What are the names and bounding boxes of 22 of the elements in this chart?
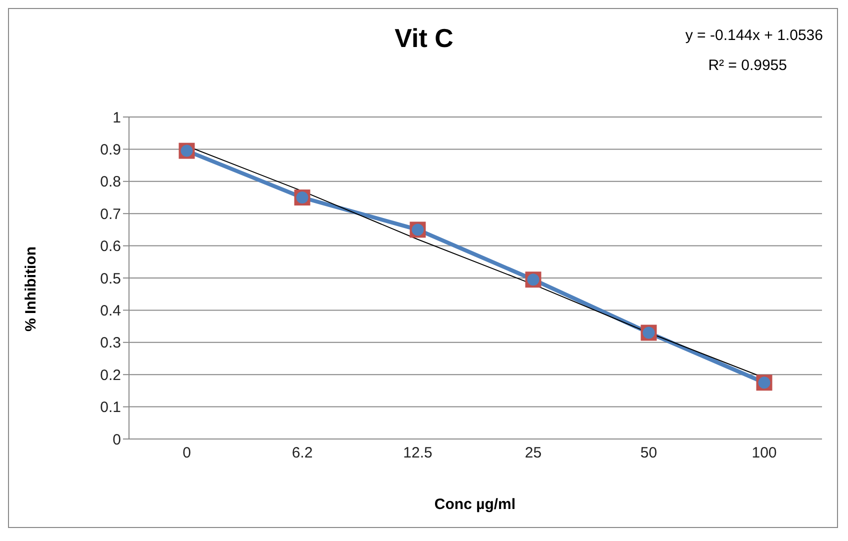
- y-tick-label: 0.7: [100, 206, 121, 223]
- x-tick-label: 50: [640, 444, 658, 462]
- y-tick-label: 0.6: [100, 238, 121, 256]
- x-tick-label: 0: [182, 444, 191, 462]
- x-tick-label: 100: [752, 444, 777, 462]
- y-tick-label: 0.9: [100, 142, 121, 159]
- y-tick-label: 0.4: [100, 302, 121, 320]
- y-tick-label: 0.2: [100, 366, 121, 384]
- x-tick-label: 12.5: [403, 444, 432, 462]
- y-tick-label: 0.8: [100, 174, 121, 191]
- x-tick-label: 25: [524, 444, 542, 462]
- y-tick-label: 0: [112, 431, 121, 448]
- text: R² = 0.9955: [708, 57, 787, 74]
- y-tick-label: 0.1: [100, 399, 121, 416]
- y-tick-label: 0.5: [100, 270, 121, 288]
- chart-title: Vit C: [394, 23, 454, 53]
- y-tick-label: 0.3: [100, 334, 121, 352]
- text: y = -0.144x + 1.0536: [685, 27, 823, 44]
- x-tick-label: 6.2: [292, 444, 313, 462]
- y-axis-title: % Inhibition: [22, 246, 40, 332]
- y-tick-label: 1: [112, 109, 121, 126]
- x-axis-title: Conc µg/ml: [434, 496, 516, 513]
